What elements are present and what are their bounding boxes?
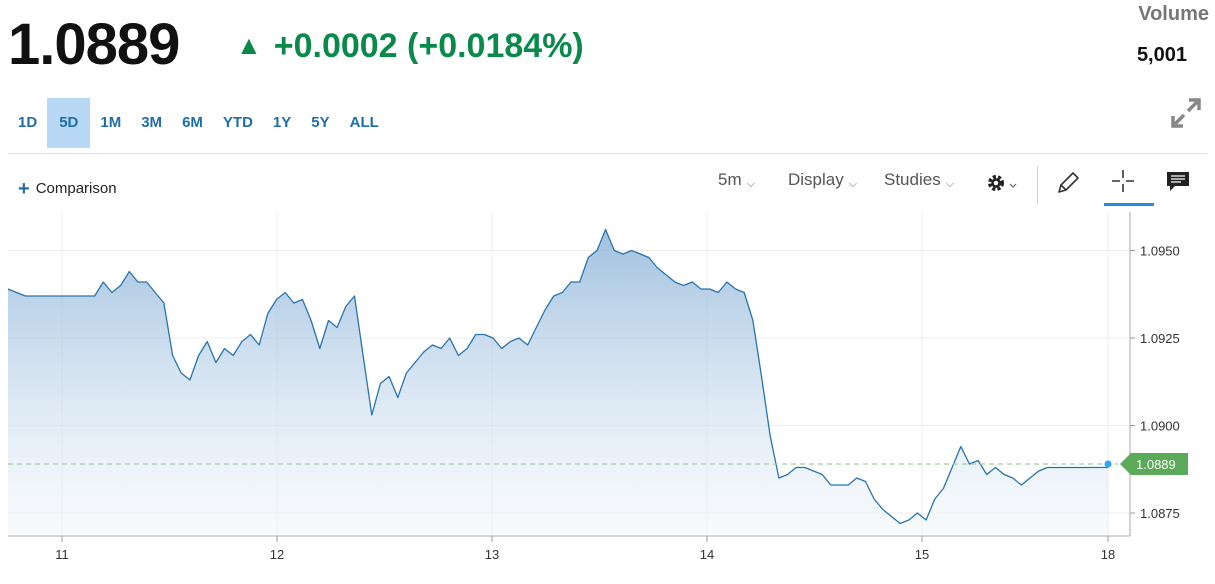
price-change-value: +0.0002 (+0.0184%) bbox=[273, 27, 584, 65]
x-tick-label: 18 bbox=[1101, 547, 1115, 562]
interval-dropdown[interactable]: 5m ⌵ bbox=[718, 170, 755, 190]
range-5y[interactable]: 5Y bbox=[311, 114, 330, 131]
comparison-label: Comparison bbox=[35, 180, 117, 197]
range-3m[interactable]: 3M bbox=[141, 114, 163, 131]
price-chart[interactable]: 1.0950 1.0925 1.0900 1.0875 11 12 13 14 15 18 1.… bbox=[0, 212, 1215, 584]
display-dropdown[interactable]: Display ⌵ bbox=[788, 170, 857, 190]
range-ytd[interactable]: YTD bbox=[222, 114, 253, 131]
last-price-tag-label: 1.0889 bbox=[1136, 457, 1176, 472]
pencil-icon[interactable] bbox=[1055, 170, 1081, 196]
gear-icon[interactable] bbox=[986, 172, 1022, 196]
toolbar-separator bbox=[1037, 166, 1038, 204]
range-all[interactable]: ALL bbox=[349, 114, 379, 131]
crosshair-icon[interactable] bbox=[1110, 168, 1136, 194]
last-price-tag-shape bbox=[1120, 453, 1188, 475]
range-1d[interactable]: 1D bbox=[18, 114, 38, 131]
plus-icon: + bbox=[18, 178, 30, 200]
range-selector: 1D 5D 1M 3M 6M YTD 1Y 5Y ALL bbox=[8, 98, 389, 148]
price-change: ▲ +0.0002 (+0.0184%) bbox=[236, 24, 584, 70]
last-price-tag: 1.0889 bbox=[1120, 453, 1188, 475]
x-axis: 11 12 13 14 15 18 bbox=[8, 535, 1130, 562]
volume-value: 5,001 bbox=[1136, 44, 1187, 66]
up-arrow-icon: ▲ bbox=[236, 30, 262, 60]
studies-dropdown[interactable]: Studies ⌵ bbox=[884, 170, 954, 190]
chevron-down-icon: ⌵ bbox=[848, 178, 858, 190]
x-tick-label: 15 bbox=[915, 547, 929, 562]
range-6m[interactable]: 6M bbox=[182, 114, 203, 131]
x-tick-label: 11 bbox=[55, 547, 69, 562]
y-tick-label: 1.0900 bbox=[1140, 419, 1180, 434]
chevron-down-icon: ⌵ bbox=[945, 178, 955, 190]
interval-label: 5m bbox=[718, 170, 742, 189]
price-line bbox=[7, 228, 1108, 525]
expand-icon[interactable] bbox=[1169, 96, 1203, 130]
last-price: 1.0889 bbox=[8, 12, 180, 77]
crosshair-active-indicator bbox=[1104, 203, 1154, 206]
range-5d[interactable]: 5D bbox=[47, 98, 91, 148]
y-axis: 1.0950 1.0925 1.0900 1.0875 bbox=[1129, 212, 1180, 536]
price-area bbox=[8, 229, 1108, 534]
last-price-marker bbox=[1104, 460, 1112, 468]
range-1y[interactable]: 1Y bbox=[272, 114, 292, 131]
chevron-down-icon: ⌵ bbox=[746, 178, 755, 190]
x-tick-label: 12 bbox=[270, 547, 284, 562]
comparison-button[interactable]: + Comparison bbox=[18, 176, 117, 200]
display-label: Display bbox=[788, 170, 844, 189]
header-divider bbox=[8, 153, 1207, 154]
studies-label: Studies bbox=[884, 170, 941, 189]
range-1m[interactable]: 1M bbox=[100, 114, 122, 131]
x-tick-label: 13 bbox=[485, 547, 499, 562]
comment-icon[interactable] bbox=[1165, 170, 1191, 194]
volume-label: Volume bbox=[1138, 3, 1209, 25]
y-tick-label: 1.0875 bbox=[1140, 506, 1180, 521]
x-tick-label: 14 bbox=[700, 547, 714, 562]
y-tick-label: 1.0925 bbox=[1140, 331, 1180, 346]
y-tick-label: 1.0950 bbox=[1140, 244, 1180, 259]
